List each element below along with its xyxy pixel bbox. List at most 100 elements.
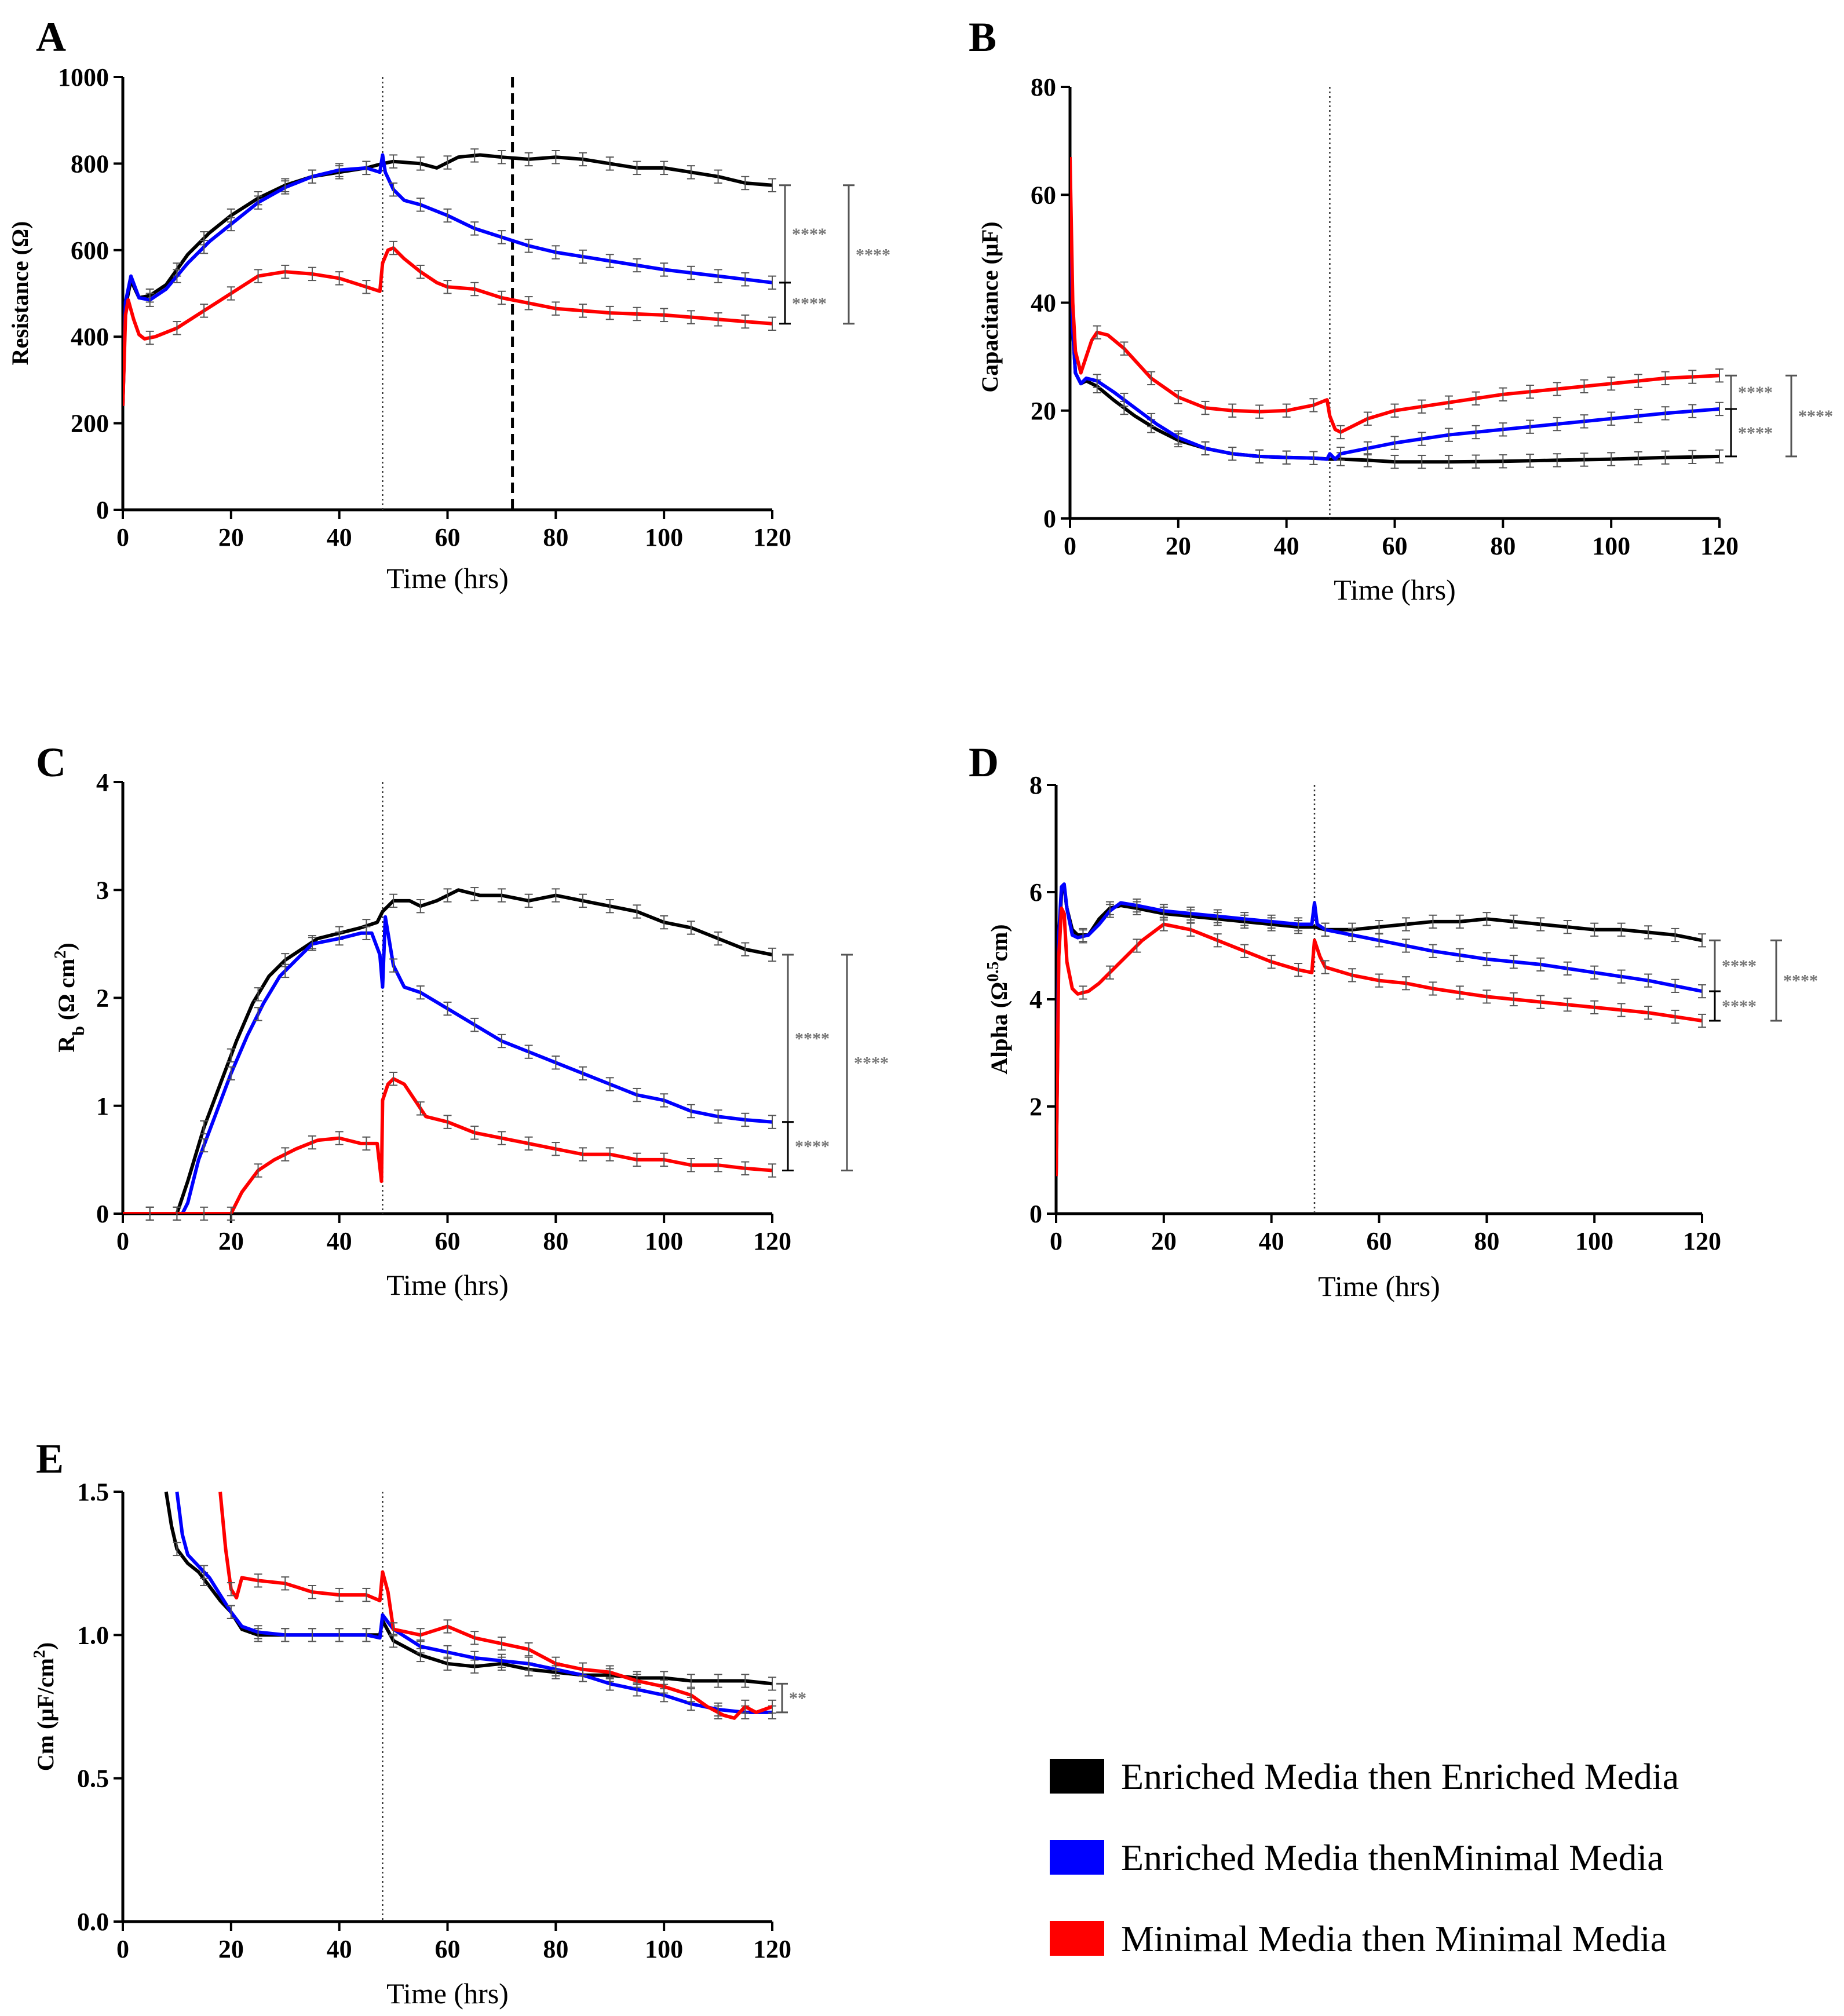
series-line [164, 1491, 773, 1686]
y-axis-title: Rb (Ω cm2) [52, 943, 88, 1052]
legend: Enriched Media then Enriched Media Enrich… [1050, 1756, 1679, 1959]
x-tick-label: 0 [1064, 532, 1076, 560]
panel-a: A 0 20 40 60 80 100 120 0 200 400 600 800 1000 Time (h… [7, 14, 890, 594]
x-tick-label: 100 [1592, 532, 1630, 560]
x-tick-label: 0 [1050, 1227, 1062, 1255]
error-bars [145, 240, 776, 345]
x-tick-label: 80 [543, 1227, 568, 1255]
legend-swatch [1050, 1921, 1104, 1956]
error-bars [145, 160, 776, 307]
y-tick-label: 1000 [58, 63, 109, 92]
x-tick-label: 20 [218, 1227, 244, 1255]
y-tick-label: 0 [1043, 505, 1056, 533]
significance-label: **** [1798, 407, 1833, 426]
x-tick-label: 60 [1382, 532, 1408, 560]
y-tick-label: 1.5 [77, 1478, 109, 1506]
x-tick-label: 80 [543, 1935, 568, 1963]
panel-b: B 0 20 40 60 80 100 120 0 20 40 60 80 Time (hrs) Capac… [969, 14, 1833, 606]
legend-swatch [1050, 1840, 1104, 1875]
x-tick-label: 40 [327, 523, 352, 552]
significance-label: **** [1738, 383, 1773, 402]
panel-letter: E [36, 1436, 64, 1482]
panel-d: D 0 20 40 60 80 100 120 0 2 4 6 8 Time (hrs) Alpha (Ω0… [969, 739, 1818, 1302]
error-bars [1079, 899, 1706, 999]
error-bars [173, 1542, 776, 1691]
series-line [1056, 882, 1703, 1177]
x-tick-label: 80 [1490, 532, 1516, 560]
x-tick-label: 100 [1575, 1227, 1613, 1255]
panel-e: E 0 20 40 60 80 100 120 0.0 0.5 1.0 1.5 Time (hrs) Cm… [31, 1436, 807, 2010]
significance-label: **** [1722, 956, 1757, 976]
y-tick-label: 0.0 [77, 1908, 109, 1936]
x-tick-label: 40 [327, 1935, 352, 1963]
x-tick-label: 120 [753, 1227, 791, 1255]
error-bars [1093, 374, 1723, 465]
series-line [123, 153, 773, 406]
error-bars [145, 1072, 776, 1221]
y-tick-label: 4 [1029, 985, 1042, 1014]
significance-label: ** [789, 1689, 806, 1708]
x-axis-title: Time (hrs) [1318, 1270, 1440, 1302]
x-tick-label: 0 [116, 523, 129, 552]
legend-label: Minimal Media then Minimal Media [1121, 1918, 1667, 1959]
x-tick-label: 20 [218, 1935, 244, 1963]
x-tick-label: 20 [218, 523, 244, 552]
y-tick-label: 6 [1029, 878, 1042, 907]
series-line [123, 1077, 773, 1214]
significance-label: **** [792, 294, 827, 313]
error-bars [145, 926, 776, 1221]
x-axis-title: Time (hrs) [386, 1977, 509, 2010]
x-tick-label: 60 [435, 1935, 461, 1963]
panel-c: C 0 20 40 60 80 100 120 0 1 2 3 4 Time (hrs) Rb (Ω cm2… [36, 739, 889, 1301]
error-bars [1093, 379, 1723, 469]
y-tick-label: 0.5 [77, 1765, 109, 1793]
x-axis-title: Time (hrs) [1334, 574, 1456, 606]
x-tick-label: 60 [435, 1227, 461, 1255]
y-tick-label: 0 [96, 1200, 109, 1228]
x-tick-label: 60 [435, 523, 461, 552]
y-tick-label: 2 [1029, 1093, 1042, 1121]
y-tick-label: 20 [1031, 397, 1056, 425]
legend-swatch [1050, 1759, 1104, 1794]
y-tick-label: 80 [1031, 73, 1056, 101]
y-tick-label: 800 [71, 149, 109, 178]
x-tick-label: 40 [1274, 532, 1299, 560]
y-tick-label: 400 [71, 323, 109, 351]
significance-label: **** [792, 225, 827, 244]
legend-label: Enriched Media then Enriched Media [1121, 1756, 1679, 1797]
y-tick-label: 1 [96, 1092, 109, 1120]
y-tick-label: 60 [1031, 181, 1056, 209]
series-line [123, 915, 773, 1214]
x-tick-label: 20 [1151, 1227, 1177, 1255]
x-tick-label: 80 [1474, 1227, 1499, 1255]
y-tick-label: 0 [96, 496, 109, 524]
significance-label: **** [1722, 997, 1757, 1016]
legend-label: Enriched Media thenMinimal Media [1121, 1837, 1664, 1878]
x-tick-label: 100 [645, 523, 683, 552]
error-bars [1079, 917, 1706, 1028]
x-tick-label: 120 [1700, 532, 1739, 560]
x-tick-label: 0 [116, 1935, 129, 1963]
x-tick-label: 40 [1259, 1227, 1284, 1255]
x-tick-label: 0 [116, 1227, 129, 1255]
y-axis-title: Capacitance (µF) [977, 221, 1003, 392]
x-tick-label: 120 [1683, 1227, 1721, 1255]
y-tick-label: 200 [71, 410, 109, 438]
significance-label: **** [795, 1137, 830, 1156]
significance-label: **** [1738, 423, 1773, 443]
series-line [1070, 157, 1720, 434]
x-tick-label: 100 [645, 1227, 683, 1255]
series-line [1056, 906, 1703, 1177]
y-axis-title: Cm (µF/cm2) [31, 1642, 59, 1772]
x-tick-label: 120 [753, 1935, 791, 1963]
y-axis-title: Resistance (Ω) [7, 221, 33, 366]
significance-label: **** [795, 1029, 830, 1048]
series-line [1056, 885, 1703, 1177]
significance-label: **** [1783, 972, 1818, 991]
error-bars [1093, 325, 1723, 440]
panel-letter: C [36, 739, 66, 786]
y-tick-label: 2 [96, 984, 109, 1013]
series-line [175, 1491, 772, 1714]
x-tick-label: 80 [543, 523, 568, 552]
y-tick-label: 40 [1031, 289, 1056, 317]
